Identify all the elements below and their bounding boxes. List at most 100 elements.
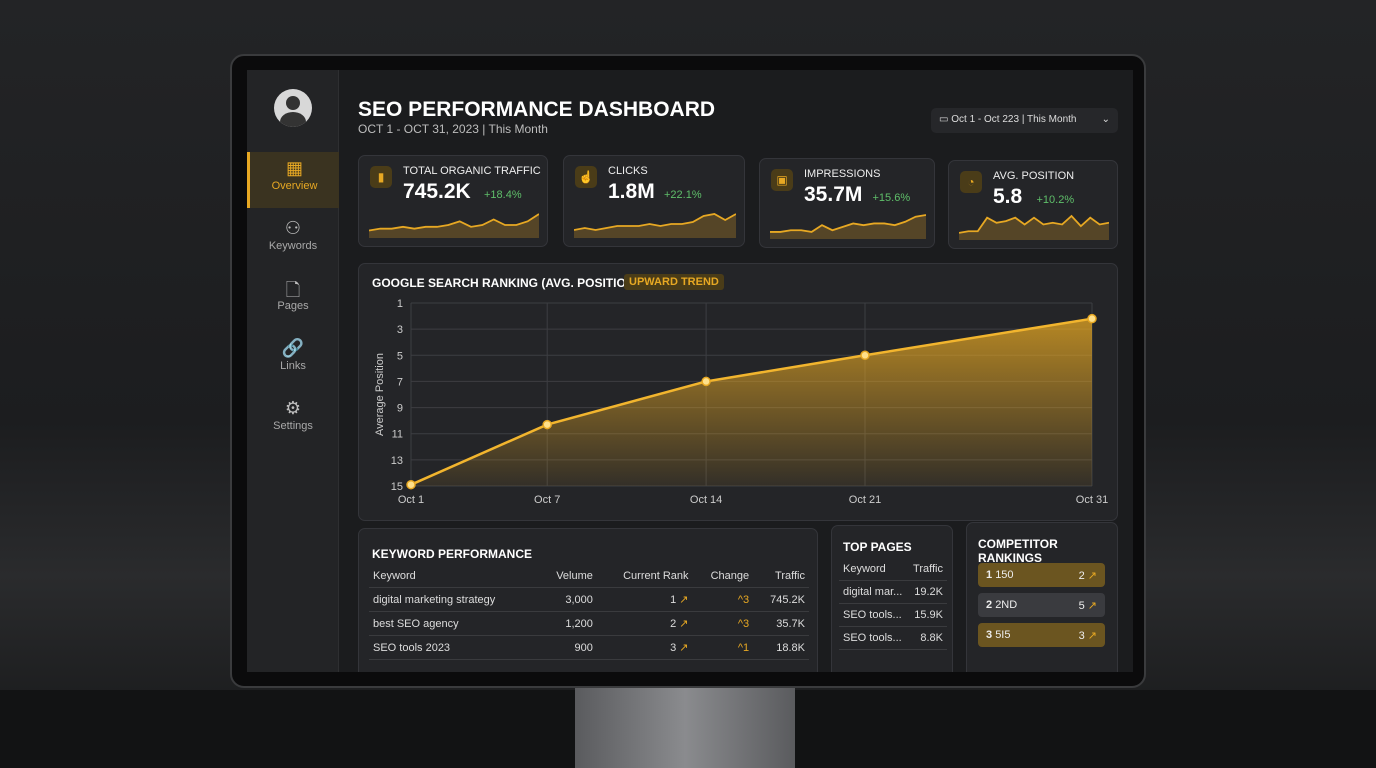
kpi-card-total-organic-traffic[interactable]: ▮ TOTAL ORGANIC TRAFFIC 745.2K +18.4%: [358, 155, 548, 247]
kpi-value: 35.7M: [804, 183, 863, 206]
y-tick-label: 15: [391, 481, 403, 493]
table-row[interactable]: SEO tools 2023 900 3 ↗ ^1 18.8K: [369, 635, 809, 660]
competitor-rankings-title: COMPETITOR RANKINGS: [978, 537, 1058, 565]
position-value: 2: [1078, 570, 1085, 582]
page-icon: 🗋: [285, 280, 301, 300]
arrow-up-right-icon: ↗: [676, 594, 689, 606]
sidebar-item-overview[interactable]: ▦ Overview: [247, 152, 339, 208]
sidebar-item-settings[interactable]: ⚙ Settings: [247, 392, 339, 448]
sparkline-area: [574, 214, 736, 238]
kpi-sparkline: [369, 213, 539, 238]
cell-value: 745.2K: [770, 593, 805, 606]
monitor-screen: ▦ Overview ⚇ Keywords 🗋 Pages 🔗 Links ⚙ Settings …: [247, 70, 1133, 672]
date-range-label: Oct 1 - Oct 223 | This Month: [951, 114, 1077, 125]
kpi-change: +10.2%: [1036, 194, 1075, 206]
column-header[interactable]: Keyword: [369, 565, 539, 588]
competitor-position: 3 ↗: [1079, 629, 1097, 642]
cell-keyword: SEO tools...: [839, 603, 909, 627]
data-point: [701, 376, 711, 387]
cell-velume: 900: [538, 635, 597, 660]
top-pages-title: TOP PAGES: [843, 540, 912, 554]
x-tick-label: Oct 21: [849, 494, 881, 506]
cell-change: ^3: [692, 587, 754, 612]
x-tick-label: Oct 14: [690, 494, 722, 506]
kpi-icon: ▮: [370, 166, 392, 188]
keyword-performance-title: KEYWORD PERFORMANCE: [372, 547, 533, 561]
date-range-picker[interactable]: ▭ Oct 1 - Oct 223 | This Month ⌄: [931, 108, 1118, 133]
x-tick-label: Oct 7: [534, 494, 560, 506]
competitor-row[interactable]: 2 2ND 5 ↗: [978, 593, 1105, 617]
column-header[interactable]: Velume: [538, 565, 597, 588]
cell-current-rank: 3 ↗: [596, 635, 693, 660]
competitor-rankings-panel: COMPETITOR RANKINGS 1 150 2 ↗ 2 2ND 5 ↗ 3 5I…: [966, 522, 1118, 672]
table-row[interactable]: SEO tools... 8.8K: [839, 626, 947, 650]
sidebar-item-label: Keywords: [268, 240, 318, 252]
cell-traffic: 8.8K: [908, 626, 947, 650]
column-header[interactable]: Keyword: [839, 558, 909, 581]
nodes-icon: ⚇: [284, 218, 302, 238]
arrow-up-right-icon: ↗: [676, 642, 689, 654]
cell-velume: 3,000: [538, 587, 597, 612]
cell-traffic: 745.2K: [753, 587, 809, 612]
avatar[interactable]: [274, 89, 312, 127]
kpi-change: +18.4%: [484, 189, 522, 201]
column-header[interactable]: Traffic: [753, 565, 809, 588]
kpi-card-clicks[interactable]: ☝ CLICKS 1.8M +22.1%: [563, 155, 745, 247]
table-row[interactable]: SEO tools... 15.9K: [839, 603, 947, 627]
competitor-row[interactable]: 1 150 2 ↗: [978, 563, 1105, 587]
cell-value: SEO tools 2023: [373, 641, 451, 654]
sparkline-area: [770, 215, 926, 239]
sidebar-item-links[interactable]: 🔗 Links: [247, 332, 339, 388]
sparkline-line: [369, 213, 539, 232]
cell-current-rank: 1 ↗: [596, 587, 693, 612]
page-title: SEO PERFORMANCE DASHBOARD: [358, 98, 716, 121]
data-point: [1087, 313, 1097, 324]
caret-up-icon: ^: [737, 593, 743, 606]
cell-value: 2: [670, 618, 677, 630]
column-header[interactable]: Traffic: [908, 558, 947, 581]
kpi-label: TOTAL ORGANIC TRAFFIC: [403, 165, 541, 177]
page-subtitle: OCT 1 - OCT 31, 2023 | This Month: [358, 122, 548, 136]
competitor-row[interactable]: 3 5I5 3 ↗: [978, 623, 1105, 647]
caret-up-icon: ^: [737, 641, 743, 654]
sidebar-item-label: Settings: [273, 420, 313, 432]
cell-traffic: 35.7K: [753, 611, 809, 636]
sidebar: ▦ Overview ⚇ Keywords 🗋 Pages 🔗 Links ⚙ Settings: [247, 70, 339, 672]
y-tick-label: 11: [392, 429, 403, 441]
table-row[interactable]: best SEO agency 1,200 2 ↗ ^3 35.7K: [369, 611, 809, 636]
cell-value: 1: [743, 641, 750, 654]
cell-change: ^1: [692, 635, 754, 660]
cell-traffic: 19.2K: [908, 580, 947, 604]
column-header[interactable]: Current Rank: [596, 565, 693, 588]
kpi-sparkline: [574, 213, 736, 238]
ranking-area: [411, 318, 1092, 486]
calendar-icon: ▭: [939, 114, 949, 125]
cell-velume: 1,200: [538, 611, 597, 636]
kpi-value: 745.2K: [403, 180, 471, 203]
cell-keyword: digital marketing strategy: [369, 587, 539, 612]
kpi-icon: ▣: [771, 169, 793, 191]
kpi-card-impressions[interactable]: ▣ IMPRESSIONS 35.7M +15.6%: [759, 158, 935, 248]
cell-value: 3: [743, 593, 750, 606]
sidebar-item-keywords[interactable]: ⚇ Keywords: [247, 212, 339, 268]
table-row[interactable]: digital marketing strategy 3,000 1 ↗ ^3 745.…: [369, 587, 809, 612]
kpi-sparkline: [770, 214, 926, 239]
link-icon: 🔗: [281, 338, 305, 358]
competitor-rank: 2: [986, 599, 993, 611]
kpi-card-avg-position[interactable]: ◔ AVG. POSITION 5.8 +10.2%: [948, 160, 1118, 249]
competitor-position: 2 ↗: [1079, 569, 1097, 582]
sidebar-item-pages[interactable]: 🗋 Pages: [247, 272, 339, 328]
kpi-value: 5.8: [993, 185, 1023, 208]
data-point: [542, 419, 552, 430]
cell-value: 3: [670, 642, 677, 654]
table-row[interactable]: digital mar... 19.2K: [839, 580, 947, 604]
sidebar-item-label: Pages: [277, 300, 309, 312]
table-header-row: Keyword Velume Current Rank Change Traffic: [369, 565, 809, 588]
kpi-change: +22.1%: [664, 189, 702, 201]
sparkline-area: [959, 216, 1109, 240]
column-header[interactable]: Change: [692, 565, 754, 588]
cell-value: 900: [574, 641, 593, 654]
ranking-chart-panel: GOOGLE SEARCH RANKING (AVG. POSITION) UP…: [358, 263, 1118, 521]
competitor-name: 2ND: [995, 599, 1018, 611]
y-axis-label: Average Position: [374, 353, 386, 436]
